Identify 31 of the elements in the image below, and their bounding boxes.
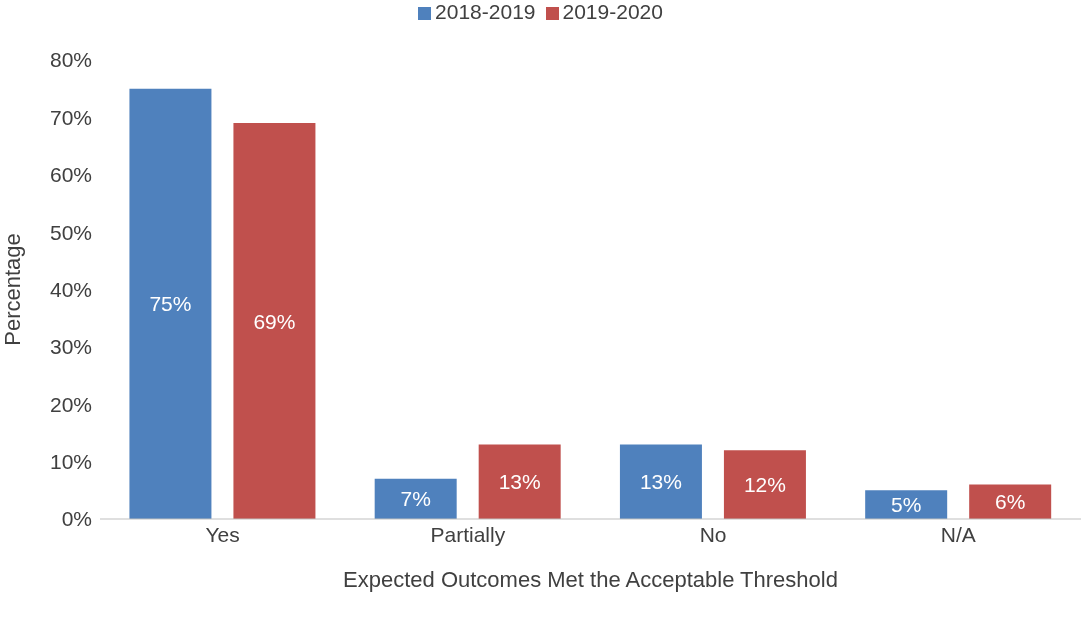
- bar: [233, 123, 316, 519]
- y-tick-label: 20%: [49, 392, 92, 416]
- y-tick-label: 0%: [61, 507, 92, 531]
- y-tick-label: 50%: [49, 220, 92, 244]
- bar: [374, 478, 457, 519]
- data-label: 69%: [253, 309, 296, 333]
- x-tick-label: Yes: [205, 522, 240, 546]
- x-axis-title: Expected Outcomes Met the Acceptable Threshold: [343, 567, 838, 592]
- bar: [478, 444, 561, 519]
- x-tick-label: Partially: [430, 522, 506, 546]
- data-label: 13%: [639, 470, 682, 494]
- data-label: 75%: [149, 292, 192, 316]
- y-tick-label: 80%: [49, 48, 92, 72]
- legend-label: 2019-2020: [562, 0, 663, 23]
- data-label: 5%: [891, 493, 922, 517]
- legend-label: 2018-2019: [435, 0, 536, 23]
- y-tick-label: 30%: [49, 335, 92, 359]
- data-label: 13%: [498, 470, 541, 494]
- x-tick-label: N/A: [940, 522, 976, 546]
- y-tick-label: 70%: [49, 105, 92, 129]
- y-tick-label: 40%: [49, 277, 92, 301]
- y-tick-label: 10%: [49, 450, 92, 474]
- data-label: 7%: [400, 487, 431, 511]
- data-label: 6%: [995, 490, 1026, 514]
- y-tick-label: 60%: [49, 163, 92, 187]
- bar: [129, 88, 212, 519]
- bar: [619, 444, 702, 519]
- x-tick-label: No: [699, 522, 727, 546]
- y-axis-title: Percentage: [0, 233, 25, 346]
- bar: [723, 450, 806, 519]
- data-label: 12%: [743, 473, 786, 497]
